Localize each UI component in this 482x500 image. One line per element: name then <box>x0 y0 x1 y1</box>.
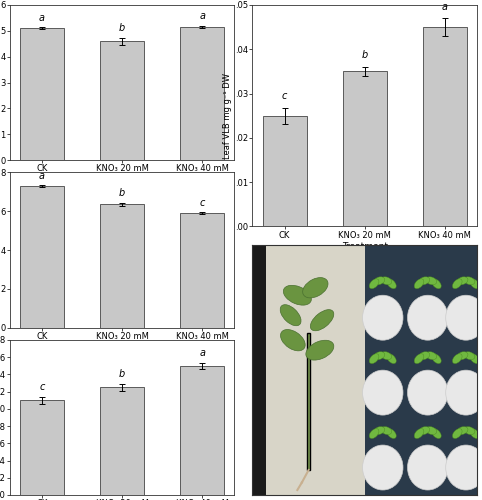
Ellipse shape <box>453 354 462 364</box>
Bar <box>100 388 144 495</box>
Text: b: b <box>362 50 368 60</box>
Bar <box>180 213 224 328</box>
Bar <box>343 72 387 227</box>
Ellipse shape <box>387 428 396 438</box>
Ellipse shape <box>374 352 385 360</box>
Text: a: a <box>39 170 45 180</box>
Bar <box>20 28 64 160</box>
Ellipse shape <box>464 426 475 434</box>
Text: a: a <box>442 2 448 12</box>
Circle shape <box>362 370 403 415</box>
Text: c: c <box>200 198 205 207</box>
Ellipse shape <box>453 428 462 438</box>
Bar <box>423 27 467 226</box>
Circle shape <box>446 295 482 340</box>
Ellipse shape <box>381 352 392 360</box>
Ellipse shape <box>470 279 480 288</box>
Ellipse shape <box>387 354 396 364</box>
Circle shape <box>446 445 482 490</box>
Text: c: c <box>282 91 287 101</box>
Ellipse shape <box>431 354 441 364</box>
Ellipse shape <box>419 277 430 284</box>
Bar <box>263 116 307 226</box>
Ellipse shape <box>306 340 334 360</box>
Circle shape <box>446 370 482 415</box>
Ellipse shape <box>387 279 396 288</box>
Bar <box>100 204 144 328</box>
Bar <box>365 246 477 495</box>
Bar <box>20 400 64 495</box>
Ellipse shape <box>426 352 437 360</box>
Ellipse shape <box>281 330 305 351</box>
Ellipse shape <box>369 279 379 288</box>
Ellipse shape <box>280 304 301 326</box>
Ellipse shape <box>457 426 468 434</box>
Text: c: c <box>39 382 44 392</box>
Bar <box>253 246 365 495</box>
Ellipse shape <box>303 278 328 298</box>
Text: b: b <box>119 369 125 379</box>
Circle shape <box>362 445 403 490</box>
Ellipse shape <box>414 354 424 364</box>
Ellipse shape <box>414 428 424 438</box>
Circle shape <box>407 370 448 415</box>
Text: a: a <box>199 12 205 22</box>
Ellipse shape <box>419 352 430 360</box>
Ellipse shape <box>369 428 379 438</box>
Ellipse shape <box>374 426 385 434</box>
Ellipse shape <box>470 354 480 364</box>
Text: b: b <box>119 23 125 33</box>
Ellipse shape <box>374 277 385 284</box>
Ellipse shape <box>414 279 424 288</box>
Ellipse shape <box>369 354 379 364</box>
Ellipse shape <box>426 426 437 434</box>
Ellipse shape <box>431 428 441 438</box>
X-axis label: Treatment: Treatment <box>342 242 388 252</box>
Bar <box>20 186 64 328</box>
Bar <box>180 366 224 495</box>
Ellipse shape <box>464 352 475 360</box>
Bar <box>100 41 144 160</box>
Ellipse shape <box>457 352 468 360</box>
Ellipse shape <box>426 277 437 284</box>
Text: a: a <box>39 12 45 22</box>
Ellipse shape <box>283 286 311 305</box>
Circle shape <box>362 295 403 340</box>
Circle shape <box>407 295 448 340</box>
Ellipse shape <box>470 428 480 438</box>
Circle shape <box>407 445 448 490</box>
Ellipse shape <box>464 277 475 284</box>
Ellipse shape <box>431 279 441 288</box>
Bar <box>253 246 266 495</box>
Ellipse shape <box>381 277 392 284</box>
Ellipse shape <box>419 426 430 434</box>
Ellipse shape <box>310 310 334 331</box>
Bar <box>180 27 224 160</box>
FancyArrow shape <box>307 332 310 470</box>
Ellipse shape <box>457 277 468 284</box>
Ellipse shape <box>453 279 462 288</box>
Ellipse shape <box>381 426 392 434</box>
Y-axis label: Leaf VLB mg g⁻¹ DW: Leaf VLB mg g⁻¹ DW <box>223 72 232 158</box>
Text: a: a <box>199 348 205 358</box>
Text: b: b <box>119 188 125 198</box>
